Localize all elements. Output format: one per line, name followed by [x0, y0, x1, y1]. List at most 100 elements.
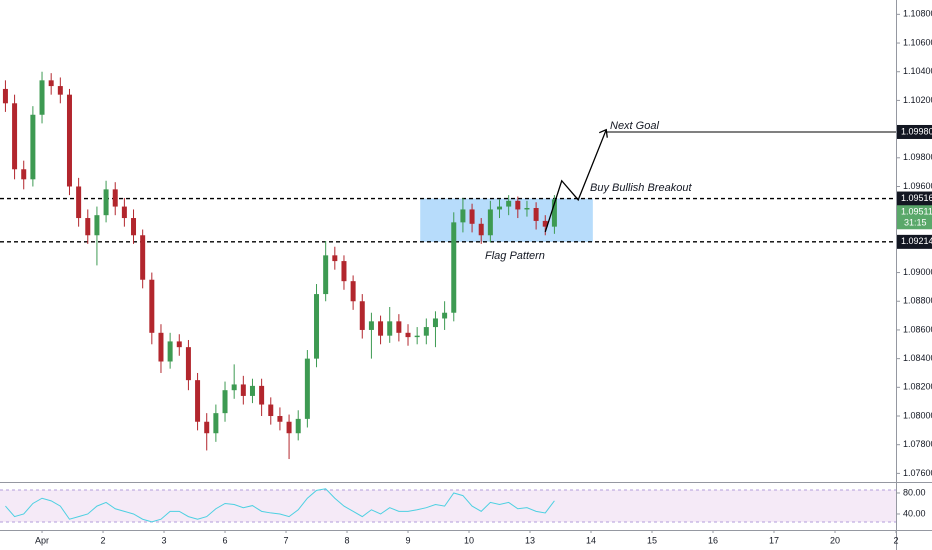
candle-body: [469, 209, 475, 224]
x-tick-label: 16: [708, 535, 718, 545]
candle-body: [341, 261, 347, 282]
x-tick-label: 2: [893, 535, 898, 545]
candle-body: [195, 380, 201, 422]
candle-body: [231, 384, 237, 391]
x-tick-label: 17: [769, 535, 779, 545]
candle-body: [103, 189, 109, 216]
candle-body: [396, 321, 402, 333]
candle-body: [551, 199, 557, 227]
candle-body: [414, 335, 420, 338]
candle-body: [204, 421, 210, 434]
arrow-head: [599, 128, 608, 138]
candle-body: [259, 385, 265, 405]
candle-body: [112, 189, 118, 207]
candle-body: [378, 321, 384, 336]
candle-body: [423, 327, 429, 336]
x-tick-label: 13: [525, 535, 535, 545]
x-tick-label: 2: [101, 535, 106, 545]
candle-body: [149, 279, 155, 333]
plot: 1.10800 1.10600 1.10400 1.10200 1.09800 1.096…: [0, 9, 932, 545]
annotation: Flag Pattern: [485, 250, 545, 262]
y-tick-label: 1.09600: [903, 181, 932, 191]
candle-body: [94, 215, 100, 236]
candle-body: [387, 321, 393, 336]
candle-body: [451, 222, 457, 313]
x-tick-label: 3: [162, 535, 167, 545]
candle-body: [121, 206, 127, 219]
resistance-label-box: [897, 191, 932, 206]
y-tick-label: 1.09800: [903, 152, 932, 162]
candle-body: [158, 332, 164, 362]
candle-body: [185, 347, 191, 381]
candle-body: [66, 94, 72, 187]
candle-body: [295, 418, 301, 434]
candle-body: [213, 413, 219, 434]
support-label: 1.09214: [901, 236, 932, 246]
candle-body: [506, 200, 512, 207]
candle-body: [368, 321, 374, 330]
countdown-box: [897, 217, 932, 230]
candle-body: [542, 220, 548, 227]
candle-body: [57, 86, 63, 95]
candle-body: [478, 223, 484, 236]
y-tick-label: 1.10200: [903, 95, 932, 105]
rsi-line: [5, 488, 555, 523]
x-tick-label: 10: [464, 535, 474, 545]
x-tick-label: 7: [284, 535, 289, 545]
candle-body: [48, 80, 54, 87]
candle-body: [30, 114, 36, 180]
candle-body: [249, 385, 255, 396]
candle-body: [533, 208, 539, 221]
x-tick-label: 14: [586, 535, 596, 545]
y-tick-label: 1.10600: [903, 37, 932, 47]
x-tick-label: 15: [647, 535, 657, 545]
annotation: Next Goal: [610, 120, 659, 132]
candle-body: [39, 80, 45, 115]
candle-body: [460, 209, 466, 223]
candle-body: [222, 390, 228, 414]
candle-body: [442, 312, 448, 319]
x-tick-label: 20: [830, 535, 840, 545]
candle-body: [405, 332, 411, 338]
candle-body: [497, 206, 503, 210]
y-tick-label: 1.08400: [903, 353, 932, 363]
x-tick-label: 9: [406, 535, 411, 545]
rsi-tick-label: 40.00: [903, 508, 926, 518]
x-tick-label: Apr: [35, 535, 49, 545]
candle-body: [487, 209, 493, 236]
support-label-box: [897, 234, 932, 249]
candle-body: [323, 255, 329, 295]
candle-body: [176, 341, 182, 348]
y-tick-label: 1.08600: [903, 324, 932, 334]
target-label-box: [897, 124, 932, 139]
candle-body: [515, 200, 521, 210]
target-label: 1.09980: [901, 126, 932, 136]
candle-body: [2, 88, 8, 104]
projection-arrow: [544, 129, 607, 233]
y-tick-label: 1.10400: [903, 66, 932, 76]
candle-body: [76, 186, 82, 219]
last-price-label-box: [897, 205, 932, 220]
candle-body: [21, 169, 27, 180]
candle-body: [167, 341, 173, 362]
annotation: Buy Bullish Breakout: [590, 182, 692, 194]
candle-body: [359, 301, 365, 330]
rsi-band: [0, 490, 896, 522]
candle-body: [268, 404, 274, 417]
candle-body: [332, 255, 338, 262]
countdown: 31:15: [904, 218, 927, 228]
candle-body: [350, 281, 356, 302]
last-price-label: 1.09511: [901, 207, 932, 217]
y-tick-label: 1.08000: [903, 410, 932, 420]
candle-body: [277, 416, 283, 422]
candle-body: [524, 208, 530, 210]
candle-body: [140, 235, 146, 280]
y-tick-label: 1.08200: [903, 382, 932, 392]
candle-body: [131, 218, 137, 236]
candle-body: [286, 421, 292, 434]
candle-body: [240, 384, 246, 396]
candle-body: [304, 358, 310, 419]
candle-body: [85, 218, 91, 236]
